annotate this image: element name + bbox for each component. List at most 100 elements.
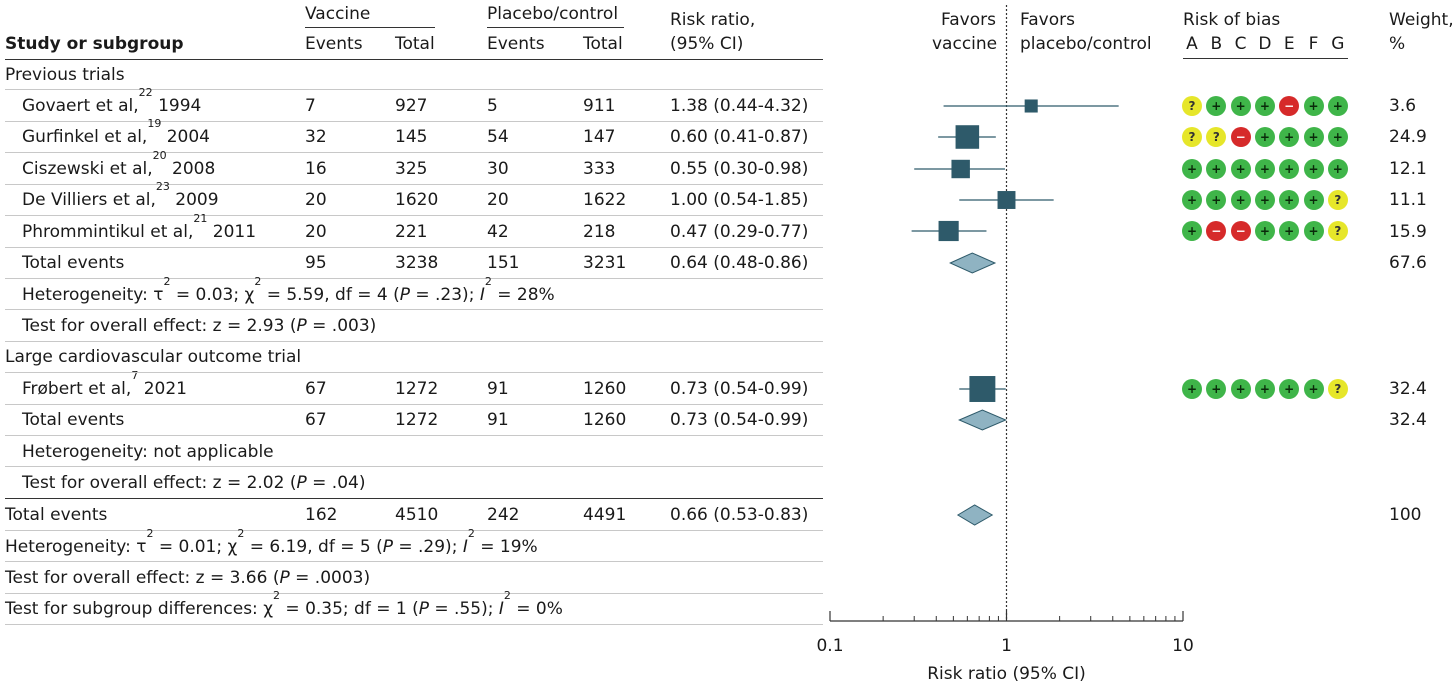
weight: 3.6 xyxy=(1389,96,1417,116)
rob-letter-d: D xyxy=(1258,34,1272,54)
row-divider xyxy=(5,404,823,405)
rob-high-icon: − xyxy=(1279,96,1300,116)
placebo-events: 42 xyxy=(487,222,509,242)
row-divider xyxy=(5,184,823,185)
vaccine-total: 221 xyxy=(395,222,428,242)
weight: 15.9 xyxy=(1389,222,1427,242)
vaccine-total: 1272 xyxy=(395,379,439,399)
row-divider xyxy=(5,278,823,279)
placebo-events: 30 xyxy=(487,159,509,179)
total-placebo-events: 242 xyxy=(487,505,520,525)
weight: 24.9 xyxy=(1389,127,1427,147)
x-axis-label: Risk ratio (95% CI) xyxy=(927,664,1086,684)
effect-square xyxy=(1024,99,1038,113)
pooled-diamond xyxy=(956,504,994,526)
vaccine-total: 325 xyxy=(395,159,428,179)
total-placebo-total: 4491 xyxy=(583,505,627,525)
vaccine-events: 20 xyxy=(305,190,327,210)
placebo-total-header: Total xyxy=(583,34,623,54)
rob-high-icon: − xyxy=(1206,221,1227,241)
placebo-total: 1260 xyxy=(583,379,627,399)
group-large-trial: Large cardiovascular outcome trial xyxy=(5,347,302,367)
subtotal-vaccine-events: 95 xyxy=(305,253,327,273)
header-rule xyxy=(5,59,823,60)
rob-low-icon: + xyxy=(1230,96,1251,116)
row-divider xyxy=(5,215,823,216)
vaccine-total-header: Total xyxy=(395,34,435,54)
rob-high-icon: − xyxy=(1230,221,1251,241)
risk-ratio-ci: 1.00 (0.54-1.85) xyxy=(670,190,809,210)
placebo-total: 911 xyxy=(583,96,616,116)
row-divider xyxy=(5,152,823,153)
rob-letter-c: C xyxy=(1234,34,1247,54)
subtotal-weight: 32.4 xyxy=(1389,410,1427,430)
subtotal-rr: 0.64 (0.48-0.86) xyxy=(670,253,809,273)
vaccine-header-rule xyxy=(305,27,435,28)
rob-low-icon: + xyxy=(1230,379,1251,399)
favors-vaccine-line2: vaccine xyxy=(932,34,998,54)
rob-letter-g: G xyxy=(1331,34,1345,54)
rob-low-icon: + xyxy=(1182,379,1202,399)
vaccine-total: 1620 xyxy=(395,190,439,210)
placebo-events: 5 xyxy=(487,96,498,116)
rob-high-icon: − xyxy=(1230,127,1251,147)
placebo-total: 1622 xyxy=(583,190,627,210)
x-tick-label: 1 xyxy=(1001,636,1012,656)
rob-low-icon: + xyxy=(1254,379,1275,399)
row-divider xyxy=(5,309,823,310)
placebo-total: 218 xyxy=(583,222,616,242)
row-divider xyxy=(5,530,823,531)
rob-low-icon: + xyxy=(1303,127,1324,147)
subtotal-placebo-total: 1260 xyxy=(583,410,627,430)
effect-square xyxy=(955,125,980,149)
subtotal-vaccine-total: 1272 xyxy=(395,410,439,430)
favors-vaccine-line1: Favors xyxy=(941,10,996,30)
rob-low-icon: + xyxy=(1303,96,1324,116)
heterogeneity-total: Heterogeneity: τ2 = 0.01; χ2 = 6.19, df … xyxy=(5,527,538,557)
study-name: Ciszewski et al,20 2008 xyxy=(22,149,216,179)
total-rr: 0.66 (0.53-0.83) xyxy=(670,505,809,525)
rob-low-icon: + xyxy=(1230,190,1251,210)
vaccine-events: 32 xyxy=(305,127,327,147)
subtotal-placebo-events: 151 xyxy=(487,253,520,273)
weight-header-line2: % xyxy=(1389,34,1406,54)
favors-placebo-line2: placebo/control xyxy=(1020,34,1152,54)
rob-some-icon: ? xyxy=(1182,127,1202,147)
row-divider xyxy=(5,466,823,467)
rr-header-line1: Risk ratio, xyxy=(670,10,756,30)
rob-low-icon: + xyxy=(1279,127,1300,147)
placebo-events: 91 xyxy=(487,379,509,399)
rob-low-icon: + xyxy=(1230,159,1251,179)
rob-low-icon: + xyxy=(1303,379,1324,399)
study-name: Govaert et al,22 1994 xyxy=(22,86,202,116)
subtotal-label: Total events xyxy=(22,410,125,430)
risk-ratio-ci: 0.55 (0.30-0.98) xyxy=(670,159,809,179)
pooled-diamond xyxy=(958,409,1007,431)
vaccine-events: 20 xyxy=(305,222,327,242)
rob-low-icon: + xyxy=(1303,159,1324,179)
risk-ratio-ci: 1.38 (0.44-4.32) xyxy=(670,96,809,116)
total-rule xyxy=(5,498,823,499)
rob-low-icon: + xyxy=(1182,190,1202,210)
row-divider xyxy=(5,561,823,562)
rob-some-icon: ? xyxy=(1182,96,1202,116)
overall-effect-previous: Test for overall effect: z = 2.93 (P = .… xyxy=(22,316,377,336)
weight: 11.1 xyxy=(1389,190,1427,210)
overall-effect-large: Test for overall effect: z = 2.02 (P = .… xyxy=(22,473,366,493)
vaccine-total: 927 xyxy=(395,96,428,116)
rob-low-icon: + xyxy=(1279,379,1300,399)
rob-low-icon: + xyxy=(1279,159,1300,179)
row-divider xyxy=(5,435,823,436)
study-name: Phrommintikul et al,21 2011 xyxy=(22,212,257,242)
rob-header: Risk of bias xyxy=(1183,10,1281,30)
placebo-total: 333 xyxy=(583,159,616,179)
total-vaccine-total: 4510 xyxy=(395,505,439,525)
total-weight: 100 xyxy=(1389,505,1422,525)
row-divider xyxy=(5,247,823,248)
rob-letter-f: F xyxy=(1308,34,1319,54)
group-previous-trials: Previous trials xyxy=(5,65,125,85)
study-name: Frøbert et al,7 2021 xyxy=(22,369,187,399)
row-divider xyxy=(5,624,823,625)
rob-low-icon: + xyxy=(1279,190,1300,210)
